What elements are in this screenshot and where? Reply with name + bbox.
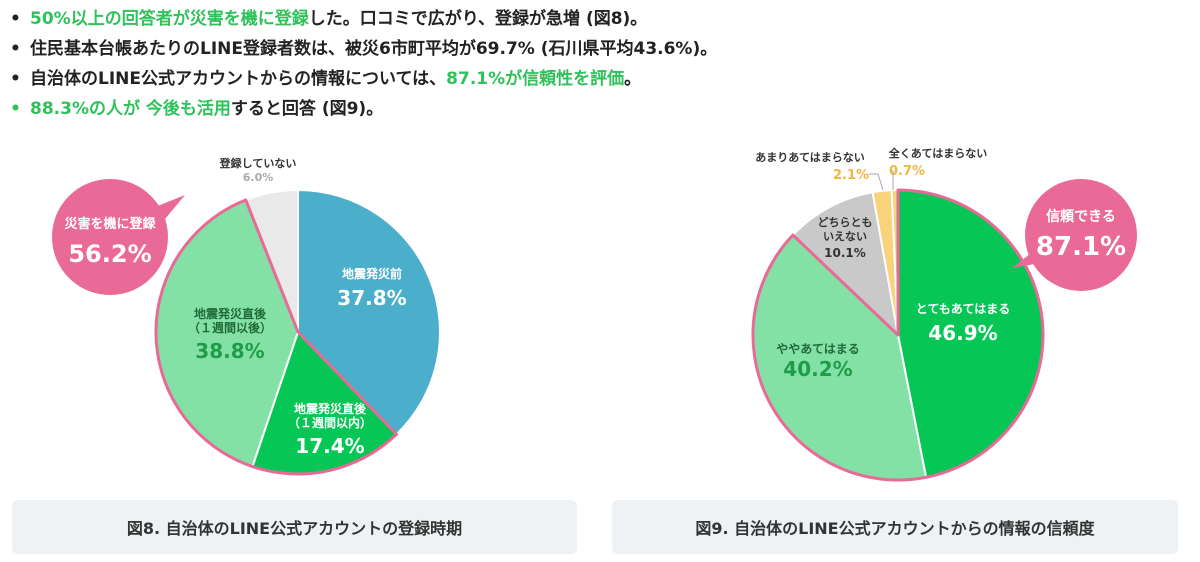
slice-label: とてもあてはまる bbox=[916, 302, 1011, 316]
bullet-text: した。口コミで広がり、登録が急増 (図8)。 bbox=[308, 9, 648, 29]
callout-bubble bbox=[52, 179, 168, 295]
slice-label: いえない bbox=[823, 230, 867, 243]
bullet-text: 住民基本台帳あたりのLINE登録者数は、被災6市町平均が69.7% (石川県平均… bbox=[30, 39, 718, 59]
slice-label: あまりあてはまらない bbox=[755, 151, 865, 164]
callout-label: 災害を機に登録 bbox=[64, 216, 156, 232]
bullet-text: 87.1%が信頼性を評価 bbox=[446, 69, 625, 89]
leader-line bbox=[869, 173, 884, 191]
slice-label: 全くあてはまらない bbox=[888, 146, 988, 160]
slice-value: 38.8% bbox=[195, 339, 264, 363]
bullet-item: • 自治体のLINE公式アカウントからの情報については、87.1%が信頼性を評価。 bbox=[10, 69, 642, 89]
slice-value: 37.8% bbox=[337, 286, 406, 310]
callout-tail bbox=[155, 195, 185, 225]
callout-tail bbox=[1012, 250, 1046, 268]
slice-value: 2.1% bbox=[833, 168, 869, 183]
bullet-item: • 住民基本台帳あたりのLINE登録者数は、被災6市町平均が69.7% (石川県平… bbox=[10, 39, 718, 59]
slice-label: 地震発災前 bbox=[342, 266, 402, 281]
slice-label: 地震発災直後 bbox=[194, 306, 267, 321]
slice-label: 地震発災直後 bbox=[294, 401, 367, 416]
highlight-outline bbox=[751, 188, 1045, 482]
bullet-item: • 50%以上の回答者が災害を機に登録した。口コミで広がり、登録が急増 (図8)。 bbox=[10, 9, 648, 29]
callout-value: 56.2% bbox=[68, 240, 151, 268]
slice-value: 46.9% bbox=[928, 321, 997, 345]
highlight-outline bbox=[154, 198, 398, 476]
slice-value: 17.4% bbox=[295, 434, 364, 458]
slice-value: 0.7% bbox=[889, 164, 925, 179]
bullet-text: 自治体のLINE公式アカウントからの情報については、 bbox=[30, 69, 447, 89]
bullet-list: • 50%以上の回答者が災害を機に登録した。口コミで広がり、登録が急増 (図8)。… bbox=[10, 4, 1190, 124]
slice-value: 40.2% bbox=[783, 357, 852, 381]
pie-slice bbox=[297, 188, 441, 436]
figure-8-title: 図8. 自治体のLINE公式アカウントの登録時期 bbox=[126, 519, 463, 538]
callout-label: 信頼できる bbox=[1046, 208, 1116, 225]
figure-8-caption: 図8. 自治体のLINE公式アカウントの登録時期 bbox=[12, 500, 577, 554]
figure-9-title: 図9. 自治体のLINE公式アカウントからの情報の信頼度 bbox=[695, 519, 1095, 538]
slice-label: （１週間以内） bbox=[288, 415, 372, 430]
slice-label: （１週間以後） bbox=[188, 320, 272, 335]
pie-charts: 地震発災前37.8%地震発災直後（１週間以内）17.4%地震発災直後（１週間以後… bbox=[52, 146, 1137, 482]
callout-value: 87.1% bbox=[1036, 232, 1126, 262]
slice-label: どちらとも bbox=[818, 216, 873, 229]
slice-label: 登録していない bbox=[219, 156, 297, 170]
bullet-text: すると回答 (図9)。 bbox=[230, 99, 384, 119]
slice-value: 10.1% bbox=[824, 246, 866, 260]
pie-slice bbox=[791, 191, 900, 338]
figure-9-caption: 図9. 自治体のLINE公式アカウントからの情報の信頼度 bbox=[612, 500, 1178, 554]
bullet-text: 。 bbox=[624, 69, 642, 89]
slice-label: ややあてはまる bbox=[776, 342, 860, 356]
bullet-text: 88.3%の人が 今後も活用 bbox=[30, 99, 231, 119]
callout-bubble bbox=[1025, 179, 1137, 291]
bullet-text: 50%以上の回答者が災害を機に登録 bbox=[30, 9, 309, 29]
bullet-item: • 88.3%の人が 今後も活用すると回答 (図9)。 bbox=[10, 99, 384, 119]
slice-value: 6.0% bbox=[243, 171, 274, 184]
